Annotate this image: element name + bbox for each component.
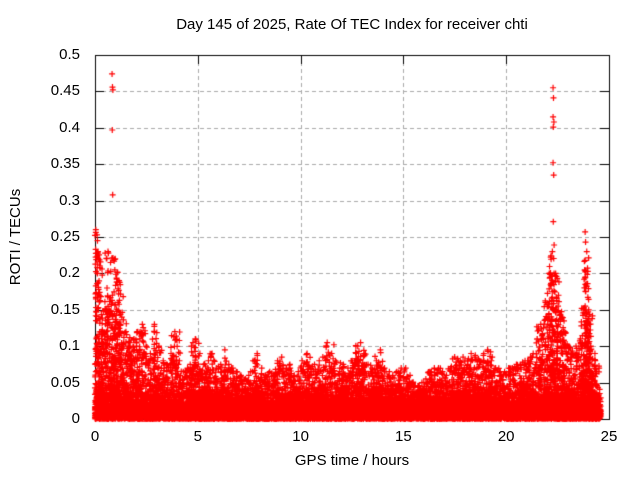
y-tick-label: 0.3	[59, 191, 80, 209]
y-tick-label: 0.35	[50, 155, 80, 173]
y-tick-label: 0.05	[50, 373, 80, 391]
y-tick-label: 0.5	[59, 46, 80, 63]
x-tick-label: 25	[600, 428, 618, 445]
y-tick-label: 0.15	[50, 300, 80, 318]
x-tick-label: 10	[292, 428, 309, 445]
x-tick-label: 20	[497, 428, 515, 445]
y-tick-label: 0.25	[50, 228, 80, 245]
chart-title: Day 145 of 2025, Rate Of TEC Index for r…	[176, 16, 528, 33]
y-tick-label: 0.2	[59, 264, 80, 282]
x-tick-label: 15	[395, 428, 412, 445]
x-tick-label: 5	[193, 428, 202, 445]
x-axis-label: GPS time / hours	[294, 452, 410, 469]
y-tick-label: 0.4	[59, 118, 80, 136]
y-tick-label: 0.1	[59, 337, 80, 355]
y-tick-label: 0.45	[50, 82, 80, 100]
y-tick-label: 0	[71, 410, 80, 427]
x-tick-label: 0	[90, 428, 100, 445]
